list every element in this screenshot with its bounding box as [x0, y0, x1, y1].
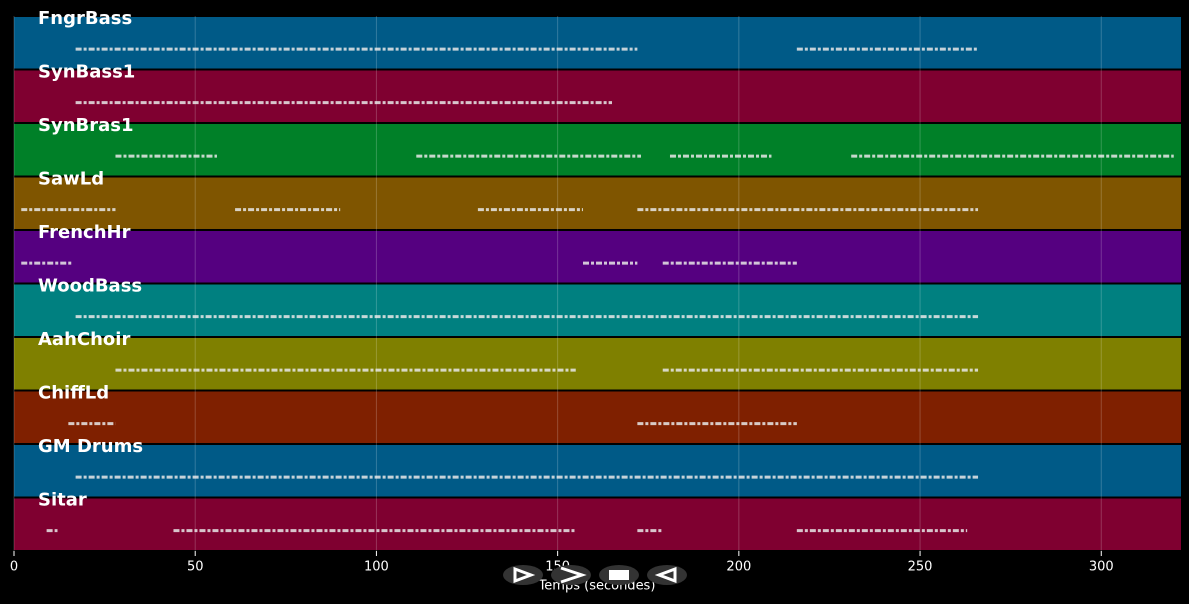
x-tick-label: 300	[1089, 560, 1114, 575]
x-tick-label: 50	[187, 560, 204, 575]
track-name: SynBras1	[38, 115, 134, 136]
track-band	[14, 124, 1181, 176]
track-name: Sitar	[38, 490, 87, 511]
track-name: FngrBass	[38, 8, 132, 29]
fast-forward-button[interactable]	[551, 565, 591, 585]
track-name: AahChoir	[38, 329, 130, 350]
x-tick-label: 0	[10, 560, 18, 575]
track-band	[14, 70, 1181, 122]
stop-button[interactable]	[599, 565, 639, 585]
track-name: WoodBass	[38, 276, 142, 297]
x-tick-label: 100	[364, 560, 389, 575]
x-tick-label: 250	[908, 560, 933, 575]
track-band	[14, 284, 1181, 336]
track-band	[14, 231, 1181, 283]
track-name: GM Drums	[38, 436, 143, 457]
track-band	[14, 17, 1181, 69]
track-name: ChiffLd	[38, 383, 109, 404]
play-button[interactable]	[503, 565, 543, 585]
track-band	[14, 445, 1181, 497]
track-band	[14, 391, 1181, 443]
x-tick-label: 200	[726, 560, 751, 575]
track-band	[14, 338, 1181, 390]
rewind-button[interactable]	[647, 565, 687, 585]
track-band	[14, 177, 1181, 229]
track-name: FrenchHr	[38, 222, 131, 243]
track-band	[14, 498, 1181, 550]
track-name: SynBass1	[38, 62, 135, 83]
playback-controls	[503, 565, 687, 585]
track-name: SawLd	[38, 169, 104, 190]
